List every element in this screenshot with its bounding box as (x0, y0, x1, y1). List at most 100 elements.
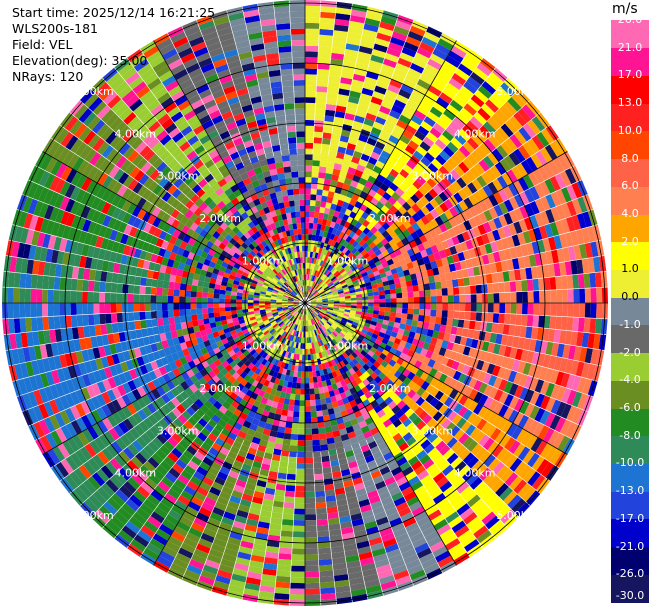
gate-cell (313, 341, 317, 348)
gate-cell (460, 534, 477, 548)
gate-cell (504, 292, 511, 303)
gate-cell (316, 298, 322, 301)
gate-cell (323, 269, 329, 275)
gate-cell (272, 371, 279, 378)
gate-cell (337, 452, 347, 460)
gate-cell (581, 227, 591, 244)
gate-cell (327, 320, 333, 325)
gate-cell (382, 405, 392, 415)
gate-cell (322, 231, 328, 238)
gate-cell (319, 17, 335, 25)
gate-cell (366, 137, 378, 147)
gate-cell (224, 294, 231, 300)
gate-cell (320, 281, 326, 287)
gate-cell (379, 298, 386, 303)
gate-cell (401, 46, 417, 58)
gate-cell (271, 364, 277, 372)
gate-cell (337, 374, 344, 382)
gate-cell (430, 337, 438, 346)
gate-cell (113, 511, 129, 526)
gate-cell (326, 328, 332, 335)
gate-cell (350, 84, 363, 94)
gate-cell (430, 303, 437, 310)
gate-cell (379, 414, 390, 423)
gate-cell (377, 282, 384, 288)
gate-cell (326, 279, 332, 285)
gate-cell (299, 314, 302, 320)
gate-cell (543, 315, 551, 329)
gate-cell (251, 372, 259, 380)
gate-cell (451, 520, 467, 534)
gate-cell (458, 464, 471, 478)
gate-cell (446, 104, 460, 117)
gate-cell (298, 417, 305, 424)
gate-cell (325, 431, 334, 439)
gate-cell (528, 338, 537, 352)
gate-cell (315, 97, 327, 104)
gate-cell (328, 69, 342, 78)
gate-cell (355, 228, 363, 237)
gate-cell (401, 264, 409, 272)
gate-cell (559, 357, 568, 373)
gate-cell (354, 259, 361, 266)
gate-cell (311, 318, 315, 325)
gate-cell (420, 156, 432, 167)
gate-cell (362, 346, 370, 354)
gate-cell (230, 343, 238, 350)
gate-cell (430, 260, 438, 269)
gate-cell (328, 265, 334, 272)
gate-cell (311, 275, 314, 281)
gate-cell (144, 303, 151, 312)
gate-cell (447, 295, 454, 303)
gate-cell (99, 292, 106, 303)
gate-cell (416, 78, 431, 91)
gate-cell (274, 489, 286, 497)
gate-cell (479, 450, 492, 464)
gate-cell (222, 400, 231, 410)
gate-cell (423, 443, 436, 455)
gate-cell (449, 494, 464, 507)
gate-cell (227, 536, 242, 546)
gate-cell (225, 396, 235, 405)
gate-cell (305, 74, 317, 81)
gate-cell (177, 474, 190, 486)
gate-cell (340, 219, 347, 227)
gate-cell (283, 318, 289, 324)
gate-cell (384, 396, 394, 406)
gate-cell (398, 223, 407, 233)
gate-cell (267, 315, 274, 320)
gate-cell (328, 75, 341, 83)
gate-cell (573, 244, 582, 261)
gate-cell (463, 53, 480, 68)
gate-cell (282, 368, 288, 375)
gate-cell (278, 328, 284, 335)
gate-cell (337, 341, 344, 348)
gate-cell (229, 445, 240, 455)
gate-cell (265, 545, 280, 554)
gate-cell (334, 282, 341, 288)
gate-cell (385, 329, 393, 336)
gate-cell (314, 211, 320, 219)
gate-cell (152, 378, 162, 389)
gate-cell (511, 425, 523, 440)
gate-cell (179, 454, 191, 465)
gate-cell (413, 308, 420, 315)
gate-cell (326, 321, 332, 327)
gate-cell (491, 479, 505, 493)
gate-cell (306, 285, 308, 292)
gate-cell (418, 284, 425, 291)
gate-cell (287, 468, 297, 475)
gate-cell (271, 512, 283, 520)
gate-cell (134, 320, 142, 330)
gate-cell (338, 367, 346, 375)
gate-cell (296, 468, 305, 475)
gate-cell (96, 486, 111, 502)
gate-cell (277, 310, 284, 314)
gate-cell (111, 386, 122, 400)
gate-cell (345, 172, 355, 181)
gate-cell (320, 201, 327, 208)
gate-cell (292, 310, 297, 316)
gate-cell (485, 322, 493, 333)
gate-cell (118, 450, 131, 464)
gate-cell (319, 327, 324, 333)
